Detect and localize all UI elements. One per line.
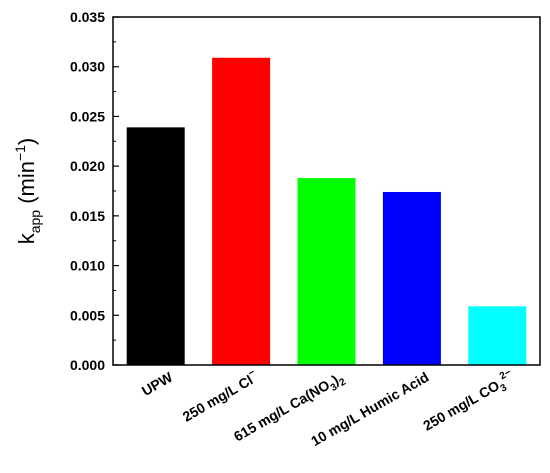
y-tick-label: 0.030: [70, 59, 105, 75]
bars-group: [126, 57, 527, 365]
y-tick-label: 0.035: [70, 9, 105, 25]
y-axis-label: kapp (min−1): [12, 138, 43, 245]
bar-1: [212, 57, 271, 365]
x-labels-group: UPW 250 mg/L Cl−615 mg/L Ca(NO3)210 mg/L …: [139, 367, 519, 449]
x-category-label: UPW: [139, 368, 176, 399]
x-category-label: 250 mg/L CO32−: [419, 367, 519, 437]
bar-0: [126, 127, 185, 365]
y-tick-label: 0.025: [70, 108, 105, 124]
y-ticks-group: 0.000 0.005 0.010 0.015 0.020 0.025 0.030 0.035: [70, 9, 119, 373]
y-tick-label: 0.010: [70, 258, 105, 274]
bar-3: [382, 191, 441, 365]
bar-2: [297, 178, 356, 365]
x-category-label: 250 mg/L Cl−: [179, 367, 261, 425]
y-tick-label: 0.000: [70, 357, 105, 373]
y-tick-label: 0.005: [70, 307, 105, 323]
y-tick-label: 0.020: [70, 158, 105, 174]
bar-4: [468, 306, 527, 365]
y-tick-label: 0.015: [70, 208, 105, 224]
